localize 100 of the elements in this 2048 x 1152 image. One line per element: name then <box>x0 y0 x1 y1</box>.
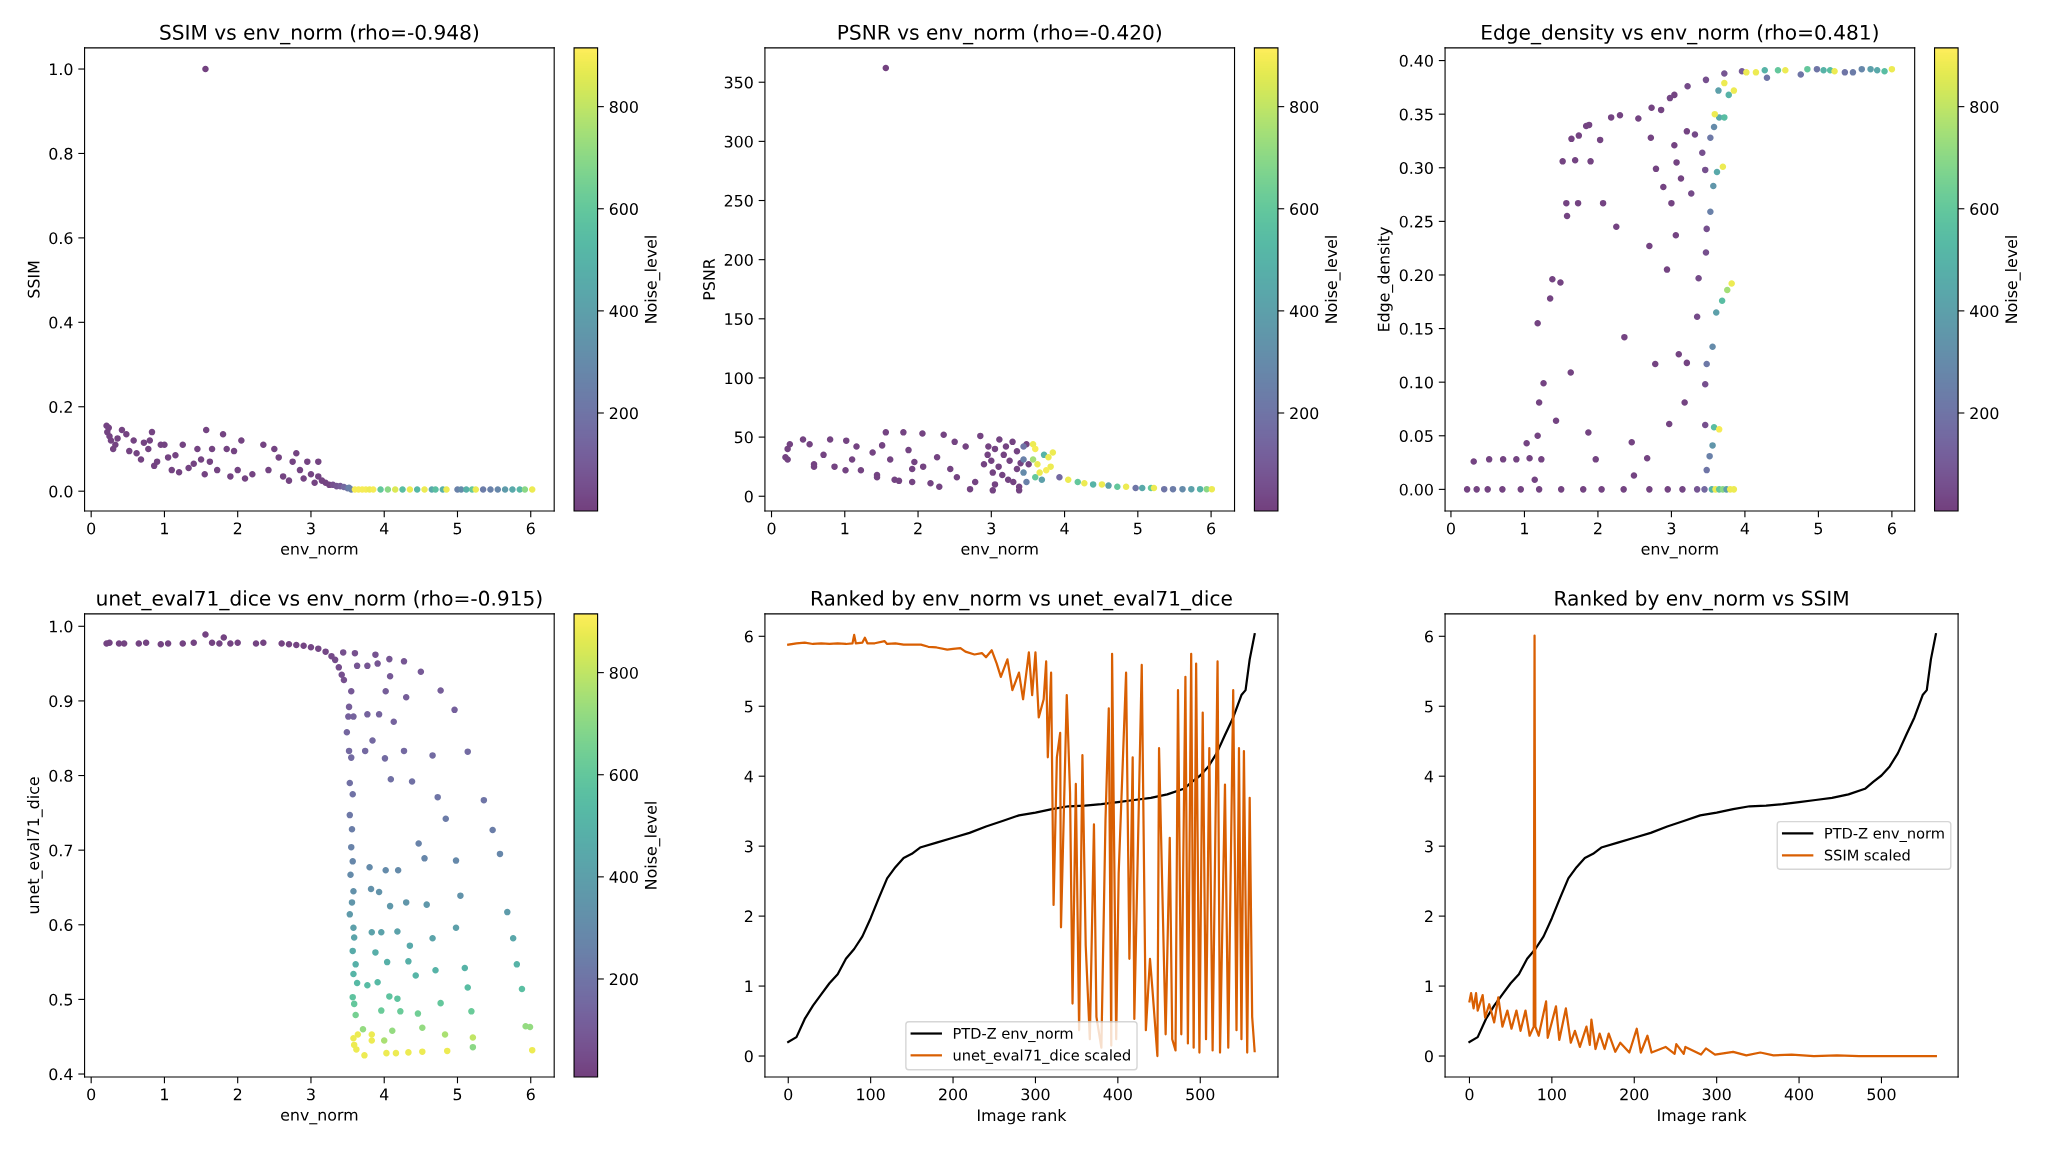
x-tick-label: 3 <box>987 522 996 535</box>
color-bar-label: 200 <box>1290 407 1319 420</box>
y-tick-label: 0.00 <box>1399 483 1433 496</box>
color-bar-label: 600 <box>1970 203 1999 215</box>
y-axis-title: unet_eval71_dice <box>26 777 43 914</box>
x-tick-label: 0 <box>87 522 96 535</box>
y-tick-label: 0.40 <box>1399 54 1433 67</box>
y-tick-label: 2 <box>1425 910 1433 923</box>
x-tick-label: 100 <box>1538 1088 1566 1101</box>
y-tick-label: 0.6 <box>49 232 73 245</box>
y-tick-label: 150 <box>725 313 753 326</box>
y-tick-label: 1.0 <box>50 63 73 76</box>
y-tick-label: 0 <box>1424 1050 1433 1063</box>
y-tick-label: 6 <box>1424 630 1433 643</box>
x-tick-label: 300 <box>1702 1088 1731 1101</box>
x-tick-label: 5 <box>453 1088 462 1101</box>
y-axis-title: Edge_density <box>1377 227 1394 331</box>
x-tick-label: 2 <box>233 1088 242 1101</box>
x-tick-label: 3 <box>307 1088 315 1101</box>
y-tick-label: 0.20 <box>1399 269 1433 282</box>
y-tick-label: 50 <box>734 431 753 444</box>
color-bar-label: 400 <box>1969 305 1999 318</box>
color-bar-title: Noise_level <box>644 802 661 889</box>
y-tick-label: 5 <box>744 700 753 713</box>
x-tick-label: 0 <box>784 1088 793 1101</box>
y-tick-label: 3 <box>1425 840 1433 853</box>
x-tick-label: 200 <box>939 1088 968 1101</box>
legend-label: unet_eval71_dice scaled <box>953 1049 1130 1064</box>
x-tick-label: 200 <box>1620 1088 1649 1101</box>
y-tick-label: 0.2 <box>49 401 72 413</box>
x-tick-label: 400 <box>1103 1088 1132 1101</box>
chart-title: PSNR vs env_norm (rho=-0.420) <box>838 24 1161 45</box>
chart-title: unet_eval71_dice vs env_norm (rho=-0.915) <box>97 590 542 611</box>
x-tick-label: 5 <box>1814 522 1823 535</box>
x-axis-title: env_norm <box>1641 545 1718 559</box>
y-tick-label: 0 <box>744 1050 753 1063</box>
x-tick-label: 2 <box>233 522 242 535</box>
y-tick-label: 0.15 <box>1399 322 1433 335</box>
x-tick-label: 4 <box>379 1088 389 1101</box>
x-tick-label: 5 <box>453 522 462 535</box>
x-tick-label: 0 <box>767 522 776 535</box>
x-tick-label: 0 <box>1446 522 1455 535</box>
x-tick-label: 4 <box>379 522 389 535</box>
x-tick-label: 2 <box>1594 522 1602 535</box>
y-tick-label: 0.4 <box>49 316 73 329</box>
y-tick-label: 0.30 <box>1399 162 1433 175</box>
y-tick-label: 4 <box>744 770 753 783</box>
x-tick-label: 1 <box>1521 522 1529 535</box>
legend-label: PTD-Z env_norm <box>953 1028 1073 1043</box>
x-tick-label: 400 <box>1784 1088 1814 1101</box>
color-bar-label: 400 <box>609 871 638 884</box>
chart-title: Ranked by env_norm vs unet_eval71_dice <box>811 590 1232 611</box>
x-tick-label: 6 <box>526 522 535 535</box>
x-axis-title: env_norm <box>281 545 358 559</box>
y-tick-label: 0.4 <box>49 1068 73 1081</box>
y-tick-label: 0.8 <box>49 769 73 782</box>
chart-title: Ranked by env_norm vs SSIM <box>1555 590 1848 611</box>
x-tick-label: 1 <box>841 522 849 535</box>
y-tick-label: 300 <box>724 135 753 148</box>
x-tick-label: 100 <box>857 1088 885 1101</box>
y-tick-label: 0.10 <box>1399 376 1433 389</box>
y-tick-label: 6 <box>744 630 753 643</box>
x-tick-label: 300 <box>1021 1088 1050 1101</box>
y-tick-label: 5 <box>1425 700 1433 713</box>
chart-title: SSIM vs env_norm (rho=-0.948) <box>160 24 479 45</box>
color-bar-title: Noise_level <box>1324 236 1341 323</box>
x-tick-label: 1 <box>161 1088 169 1101</box>
y-tick-label: 1.0 <box>50 620 73 633</box>
y-tick-label: 200 <box>724 253 753 266</box>
x-axis-title: Image rank <box>1658 1109 1747 1125</box>
legend-label: PTD-Z env_norm <box>1825 827 1944 843</box>
y-tick-label: 0.6 <box>49 919 73 932</box>
color-bar-label: 800 <box>1290 100 1319 113</box>
x-tick-label: 5 <box>1134 522 1142 535</box>
x-tick-label: 2 <box>914 522 922 535</box>
y-tick-label: 100 <box>725 372 753 385</box>
legend-label: SSIM scaled <box>1824 849 1910 861</box>
x-tick-label: 0 <box>1465 1088 1474 1101</box>
color-bar-label: 800 <box>609 100 638 113</box>
y-axis-title: SSIM <box>27 261 40 298</box>
color-bar-label: 600 <box>1290 203 1319 215</box>
x-axis-title: env_norm <box>281 1111 358 1125</box>
y-tick-label: 0.7 <box>49 844 73 857</box>
y-tick-label: 250 <box>724 194 753 207</box>
y-tick-label: 350 <box>724 76 753 89</box>
x-axis-title: env_norm <box>961 545 1038 559</box>
y-tick-label: 0.9 <box>49 695 73 708</box>
y-tick-label: 0 <box>744 490 753 503</box>
color-bar-label: 200 <box>609 407 638 420</box>
y-axis-title: PSNR <box>703 258 715 300</box>
x-tick-label: 6 <box>1887 522 1896 535</box>
x-tick-label: 3 <box>307 522 315 535</box>
color-bar-label: 800 <box>1970 100 1999 113</box>
color-bar-label: 600 <box>609 769 638 781</box>
color-bar-label: 800 <box>609 666 638 679</box>
color-bar-label: 200 <box>1970 407 1999 420</box>
x-axis-title: Image rank <box>977 1109 1067 1125</box>
y-tick-label: 0.25 <box>1399 215 1433 228</box>
chart-title: Edge_density vs env_norm (rho=0.481) <box>1482 24 1878 45</box>
y-tick-label: 0.35 <box>1399 108 1433 121</box>
